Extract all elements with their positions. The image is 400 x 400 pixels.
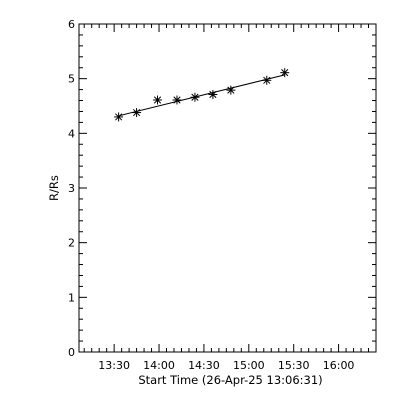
x-tick-label: 15:00 xyxy=(233,359,265,372)
data-point xyxy=(280,68,290,78)
x-axis-title: Start Time (26-Apr-25 13:06:31) xyxy=(138,373,322,387)
data-point xyxy=(190,92,200,102)
x-tick-label: 15:30 xyxy=(278,359,310,372)
y-tick-label: 0 xyxy=(68,346,75,359)
y-tick-label: 5 xyxy=(68,73,75,86)
data-markers xyxy=(114,68,290,122)
data-point xyxy=(262,75,272,85)
data-point xyxy=(153,95,163,105)
y-axis-ticks: 0 1 2 3 4 5 6 xyxy=(68,18,376,359)
plot-frame xyxy=(78,23,377,353)
x-tick-label: 14:30 xyxy=(188,359,220,372)
y-tick-label: 2 xyxy=(68,237,75,250)
data-point xyxy=(132,108,142,118)
y-tick-label: 3 xyxy=(68,182,75,195)
x-tick-label: 14:00 xyxy=(143,359,175,372)
fit-line-group xyxy=(118,74,285,117)
data-point xyxy=(226,85,236,95)
x-axis-ticks: 13:30 14:00 14:30 15:00 15:30 16:00 xyxy=(83,24,377,372)
data-point xyxy=(208,90,218,100)
y-axis-title: R/Rs xyxy=(47,175,61,201)
data-point xyxy=(114,112,124,122)
plot-border xyxy=(78,23,377,353)
fit-line xyxy=(118,74,285,117)
y-tick-label: 6 xyxy=(68,18,75,31)
x-tick-label: 13:30 xyxy=(98,359,130,372)
y-tick-label: 1 xyxy=(68,291,75,304)
data-point xyxy=(172,95,182,105)
y-tick-label: 4 xyxy=(68,127,75,140)
x-tick-label: 16:00 xyxy=(323,359,355,372)
